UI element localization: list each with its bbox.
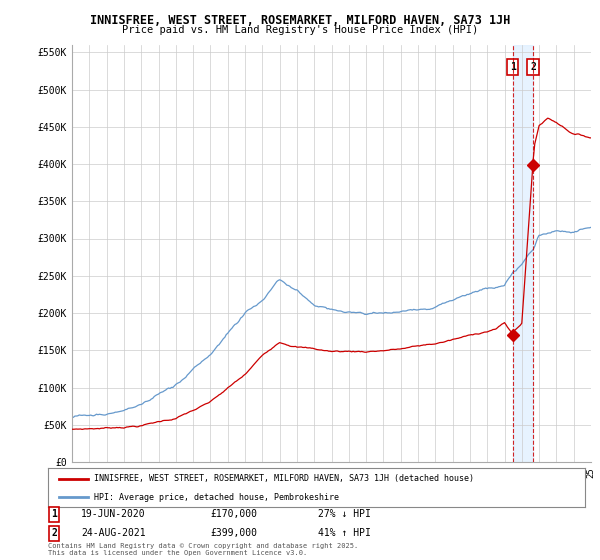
Text: £170,000: £170,000: [210, 509, 257, 519]
Text: Contains HM Land Registry data © Crown copyright and database right 2025.
This d: Contains HM Land Registry data © Crown c…: [48, 543, 358, 556]
Text: 41% ↑ HPI: 41% ↑ HPI: [318, 528, 371, 538]
Text: Price paid vs. HM Land Registry's House Price Index (HPI): Price paid vs. HM Land Registry's House …: [122, 25, 478, 35]
Text: 2: 2: [51, 528, 57, 538]
Text: 1: 1: [51, 509, 57, 519]
Text: £399,000: £399,000: [210, 528, 257, 538]
Text: 1: 1: [509, 62, 515, 72]
Text: 24-AUG-2021: 24-AUG-2021: [81, 528, 146, 538]
Text: INNISFREE, WEST STREET, ROSEMARKET, MILFORD HAVEN, SA73 1JH: INNISFREE, WEST STREET, ROSEMARKET, MILF…: [90, 14, 510, 27]
Text: 19-JUN-2020: 19-JUN-2020: [81, 509, 146, 519]
Text: INNISFREE, WEST STREET, ROSEMARKET, MILFORD HAVEN, SA73 1JH (detached house): INNISFREE, WEST STREET, ROSEMARKET, MILF…: [94, 474, 473, 483]
Text: HPI: Average price, detached house, Pembrokeshire: HPI: Average price, detached house, Pemb…: [94, 492, 338, 502]
Text: 27% ↓ HPI: 27% ↓ HPI: [318, 509, 371, 519]
Text: 2: 2: [530, 62, 536, 72]
Bar: [512, 45, 533, 462]
